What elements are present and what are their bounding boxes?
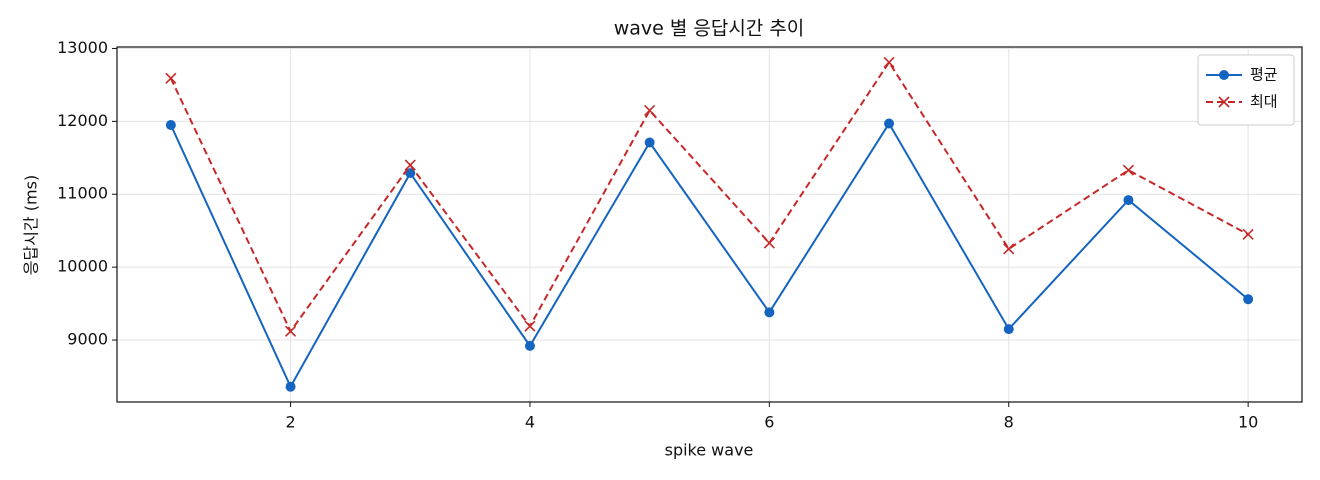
x-tick-label: 6 <box>764 413 774 432</box>
plot-frame <box>116 46 1303 403</box>
marker <box>1122 164 1135 176</box>
marker <box>284 325 297 337</box>
marker <box>883 56 895 68</box>
x-tick-label: 4 <box>525 413 535 432</box>
marker <box>644 104 656 116</box>
y-tick-label: 10000 <box>57 257 108 276</box>
marker <box>1003 324 1014 335</box>
marker <box>763 237 775 249</box>
marker <box>165 119 176 130</box>
marker <box>1218 96 1230 108</box>
marker <box>524 340 535 351</box>
marker <box>285 381 296 392</box>
y-tick-label: 12000 <box>57 111 108 130</box>
marker <box>404 159 416 171</box>
x-tick-label: 2 <box>285 413 295 432</box>
marker <box>764 307 775 318</box>
y-axis-title: 응답시간 (ms) <box>22 175 41 275</box>
chart-title: wave 별 응답시간 추이 <box>614 18 805 40</box>
marker <box>1123 195 1134 206</box>
y-tick-label: 9000 <box>67 330 108 349</box>
marker <box>1003 243 1015 255</box>
legend-label: 최대 <box>1250 93 1278 111</box>
x-axis-title: spike wave <box>665 441 754 460</box>
marker <box>1242 228 1254 240</box>
marker <box>1243 294 1254 305</box>
marker <box>884 118 895 129</box>
x-tick-label: 10 <box>1238 413 1258 432</box>
legend-label: 평균 <box>1250 66 1278 84</box>
marker <box>644 137 655 148</box>
marker <box>524 320 536 332</box>
series-line <box>169 121 1249 389</box>
legend-box <box>1197 54 1295 126</box>
y-tick-label: 11000 <box>57 184 108 203</box>
x-tick-label: 8 <box>1004 413 1014 432</box>
y-tick-label: 13000 <box>57 38 108 57</box>
marker <box>1219 70 1229 80</box>
series-line <box>169 60 1249 334</box>
marker <box>165 72 177 84</box>
marker <box>405 168 416 179</box>
